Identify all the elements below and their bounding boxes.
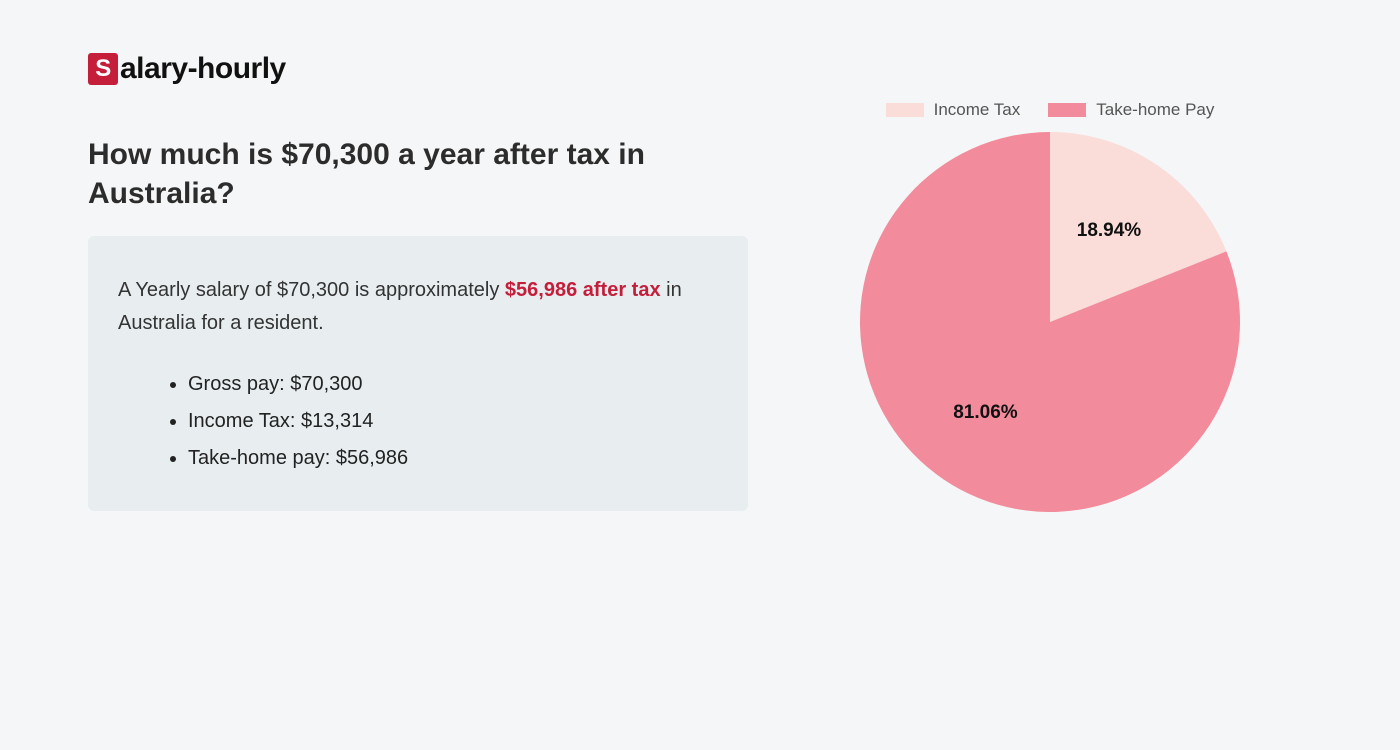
chart-legend: Income Tax Take-home Pay xyxy=(820,100,1280,120)
site-logo: Salary-hourly xyxy=(88,52,286,86)
legend-label: Income Tax xyxy=(934,100,1021,120)
logo-text: alary-hourly xyxy=(120,52,286,86)
summary-highlight: $56,986 after tax xyxy=(505,279,661,301)
summary-prefix: A Yearly salary of $70,300 is approximat… xyxy=(118,279,505,301)
pie-svg xyxy=(860,132,1240,512)
logo-badge: S xyxy=(88,53,118,85)
legend-swatch xyxy=(886,103,924,117)
legend-swatch xyxy=(1048,103,1086,117)
list-item: Income Tax: $13,314 xyxy=(188,403,718,440)
slice-label-takehome: 81.06% xyxy=(953,402,1017,424)
legend-label: Take-home Pay xyxy=(1096,100,1214,120)
page-title: How much is $70,300 a year after tax in … xyxy=(88,135,708,213)
legend-item-income-tax: Income Tax xyxy=(886,100,1021,120)
slice-label-income-tax: 18.94% xyxy=(1077,220,1141,242)
legend-item-takehome: Take-home Pay xyxy=(1048,100,1214,120)
pie-chart: 18.94% 81.06% xyxy=(860,132,1240,512)
bullet-list: Gross pay: $70,300 Income Tax: $13,314 T… xyxy=(118,366,718,477)
list-item: Gross pay: $70,300 xyxy=(188,366,718,403)
summary-text: A Yearly salary of $70,300 is approximat… xyxy=(118,274,718,340)
pie-chart-area: Income Tax Take-home Pay 18.94% 81.06% xyxy=(820,100,1280,512)
list-item: Take-home pay: $56,986 xyxy=(188,440,718,477)
summary-box: A Yearly salary of $70,300 is approximat… xyxy=(88,236,748,511)
